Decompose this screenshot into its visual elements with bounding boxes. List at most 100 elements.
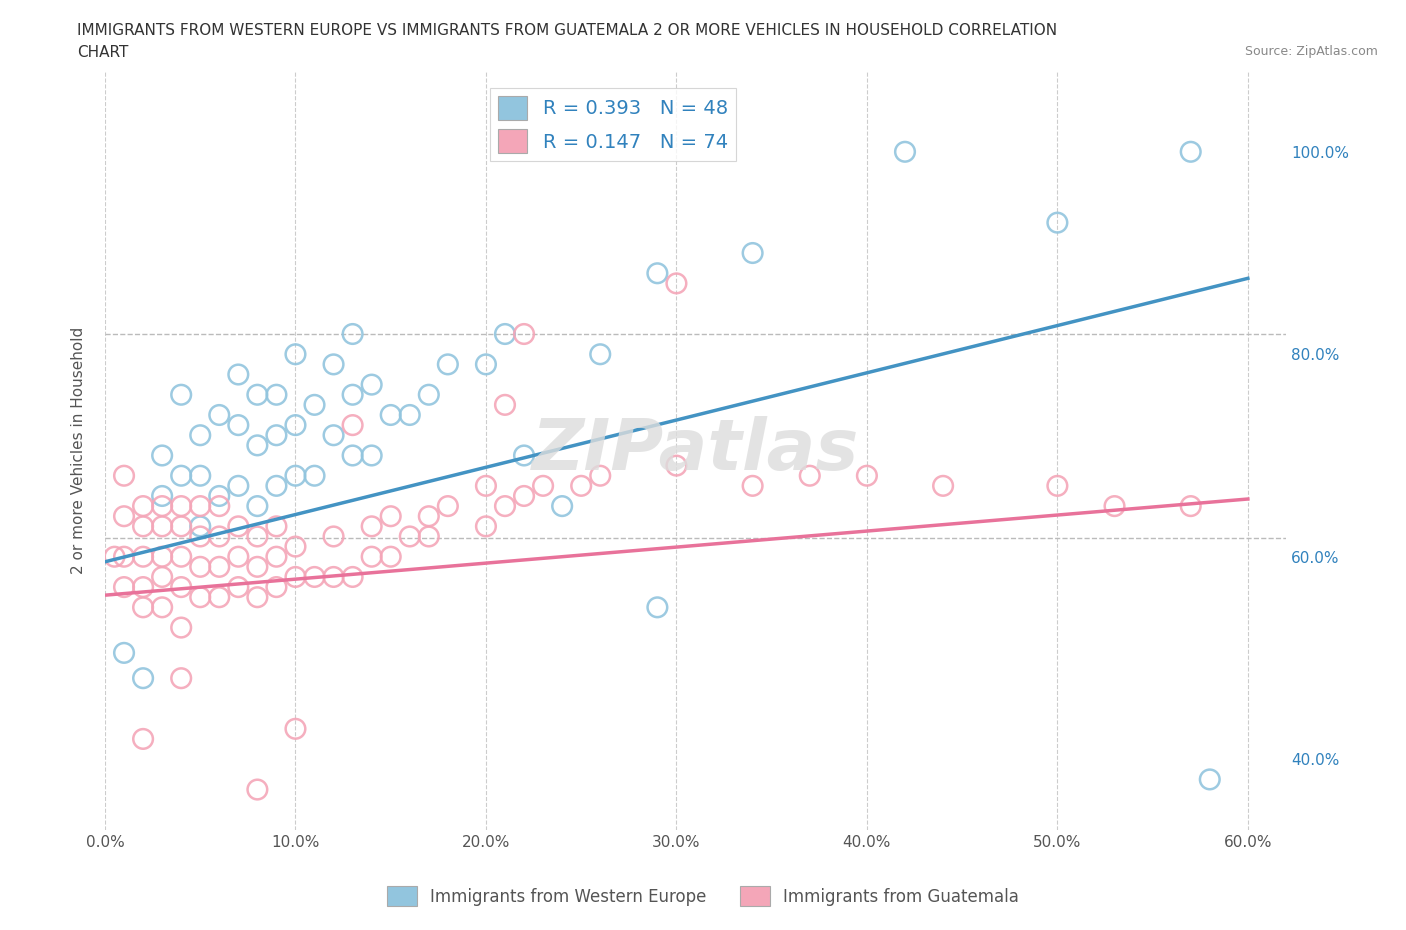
Point — [103, 550, 125, 565]
Point — [513, 488, 536, 503]
Text: Source: ZipAtlas.com: Source: ZipAtlas.com — [1244, 45, 1378, 58]
Point — [551, 498, 574, 513]
Point — [132, 600, 155, 615]
Point — [150, 550, 173, 565]
Point — [170, 579, 193, 594]
Point — [380, 407, 402, 422]
Point — [132, 732, 155, 747]
Point — [112, 579, 135, 594]
Point — [398, 407, 420, 422]
Text: IMMIGRANTS FROM WESTERN EUROPE VS IMMIGRANTS FROM GUATEMALA 2 OR MORE VEHICLES I: IMMIGRANTS FROM WESTERN EUROPE VS IMMIGR… — [77, 23, 1057, 38]
Point — [208, 498, 231, 513]
Point — [475, 478, 498, 493]
Point — [208, 488, 231, 503]
Point — [380, 550, 402, 565]
Point — [150, 498, 173, 513]
Point — [170, 671, 193, 685]
Point — [150, 488, 173, 503]
Point — [342, 569, 364, 584]
Point — [188, 560, 211, 575]
Point — [246, 560, 269, 575]
Point — [112, 550, 135, 565]
Point — [360, 378, 382, 392]
Point — [170, 387, 193, 402]
Legend: R = 0.393   N = 48, R = 0.147   N = 74: R = 0.393 N = 48, R = 0.147 N = 74 — [491, 88, 735, 161]
Point — [266, 579, 288, 594]
Point — [188, 469, 211, 484]
Point — [266, 519, 288, 534]
Point — [494, 498, 516, 513]
Point — [284, 418, 307, 432]
Point — [132, 498, 155, 513]
Point — [569, 478, 592, 493]
Point — [1180, 144, 1202, 159]
Point — [304, 469, 326, 484]
Point — [494, 397, 516, 412]
Point — [513, 326, 536, 341]
Point — [1198, 772, 1220, 787]
Text: ZIPatlas: ZIPatlas — [531, 416, 859, 485]
Point — [665, 458, 688, 473]
Point — [475, 519, 498, 534]
Point — [188, 498, 211, 513]
Point — [170, 498, 193, 513]
Point — [208, 529, 231, 544]
Point — [208, 560, 231, 575]
Point — [741, 478, 763, 493]
Point — [188, 519, 211, 534]
Text: CHART: CHART — [77, 45, 129, 60]
Point — [1046, 478, 1069, 493]
Point — [741, 246, 763, 260]
Point — [284, 569, 307, 584]
Point — [266, 387, 288, 402]
Point — [304, 569, 326, 584]
Point — [418, 387, 440, 402]
Point — [132, 579, 155, 594]
Point — [246, 438, 269, 453]
Y-axis label: 2 or more Vehicles in Household: 2 or more Vehicles in Household — [72, 326, 86, 574]
Point — [266, 550, 288, 565]
Point — [170, 519, 193, 534]
Point — [665, 276, 688, 291]
Point — [418, 509, 440, 524]
Point — [1046, 215, 1069, 230]
Point — [342, 448, 364, 463]
Point — [380, 509, 402, 524]
Point — [513, 448, 536, 463]
Point — [228, 550, 250, 565]
Point — [246, 782, 269, 797]
Point — [170, 550, 193, 565]
Point — [246, 498, 269, 513]
Point — [228, 418, 250, 432]
Point — [150, 600, 173, 615]
Point — [360, 550, 382, 565]
Point — [284, 722, 307, 737]
Point — [228, 367, 250, 382]
Point — [246, 387, 269, 402]
Point — [112, 645, 135, 660]
Point — [188, 529, 211, 544]
Point — [1180, 498, 1202, 513]
Point — [799, 469, 821, 484]
Point — [304, 397, 326, 412]
Point — [322, 569, 344, 584]
Point — [188, 428, 211, 443]
Point — [132, 671, 155, 685]
Point — [266, 478, 288, 493]
Point — [589, 347, 612, 362]
Point — [342, 387, 364, 402]
Point — [322, 529, 344, 544]
Point — [208, 590, 231, 604]
Point — [112, 509, 135, 524]
Point — [494, 326, 516, 341]
Point — [170, 469, 193, 484]
Point — [1104, 498, 1126, 513]
Point — [342, 418, 364, 432]
Point — [647, 600, 669, 615]
Point — [932, 478, 955, 493]
Point — [284, 539, 307, 554]
Point — [208, 407, 231, 422]
Point — [894, 144, 917, 159]
Point — [228, 478, 250, 493]
Point — [266, 428, 288, 443]
